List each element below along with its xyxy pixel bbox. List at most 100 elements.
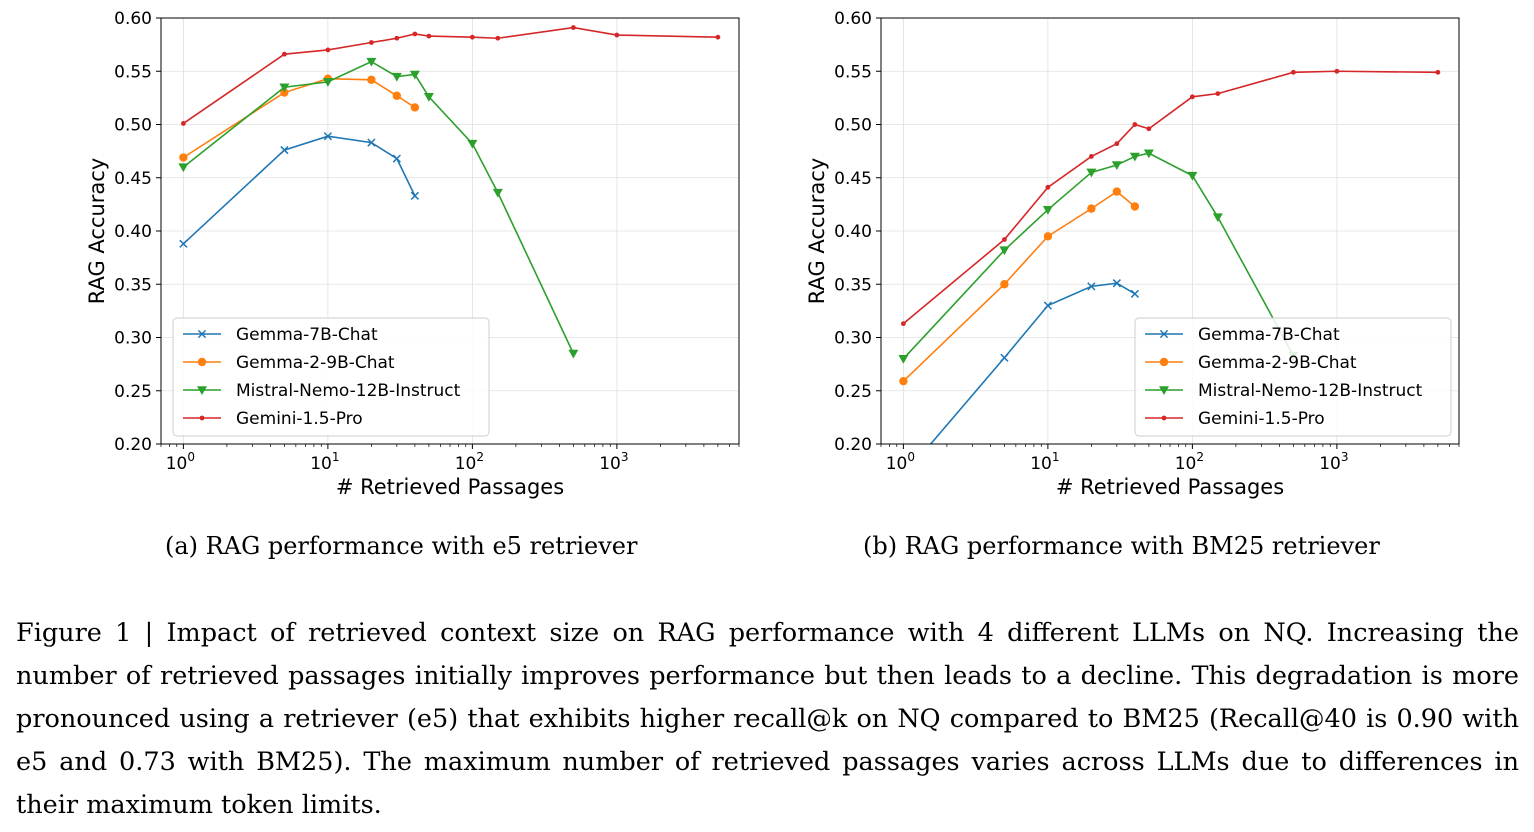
y-tick-label: 0.50 [114, 116, 152, 136]
data-point-Gemini-1.5-Pro [368, 40, 374, 45]
legend-marker-Mistral-Nemo-12B-Instruct [197, 386, 207, 395]
data-point-Mistral-Nemo-12B-Instruct [1187, 171, 1198, 181]
chart-bm25-retriever: 0.20 0.25 0.30 0.35 0.40 0.45 0.50 0.55 0.60 100 1… [805, 9, 1460, 499]
y-tick-label: 0.60 [114, 9, 152, 29]
data-point-Mistral-Nemo-12B-Instruct [322, 78, 333, 87]
data-point-Mistral-Nemo-12B-Instruct [409, 70, 420, 80]
data-point-Gemma-7B-Chat [323, 132, 333, 141]
chart-e5-retriever: 0.20 0.25 0.30 0.35 0.40 0.45 0.50 0.55 0.60 100 1… [85, 9, 740, 499]
legend-marker-Gemma-7B-Chat [1159, 329, 1169, 339]
data-point-Gemma-7B-Chat-stroke-2 [1087, 282, 1096, 291]
data-point-Gemini-1.5-Pro [1132, 122, 1138, 127]
y-tick-label: 0.40 [834, 222, 872, 242]
y-tick-label: 0.35 [114, 275, 152, 295]
legend-label-Gemini-1.5-Pro: Gemini-1.5-Pro [1198, 409, 1325, 429]
data-point-Gemma-7B-Chat-stroke-2 [1000, 353, 1009, 362]
x-axis-label: # Retrieved Passages [1056, 475, 1284, 499]
x-tick-label: 103 [599, 450, 628, 474]
legend-label-Gemma-7B-Chat: Gemma-7B-Chat [236, 325, 378, 345]
legend-box [172, 317, 490, 437]
legend-marker-Gemma-7B-Chat [197, 329, 207, 339]
x-tick-label: 103 [1319, 450, 1348, 474]
data-point-Gemini-1.5-Pro [715, 34, 721, 40]
data-point-Gemini-1.5-Pro [412, 31, 418, 37]
legend-label-Gemma-2-9B-Chat: Gemma-2-9B-Chat [1198, 353, 1357, 373]
data-point-Gemma-7B-Chat-stroke-2 [280, 145, 289, 155]
data-point-Mistral-Nemo-12B-Instruct [279, 83, 290, 93]
data-point-Gemma-7B-Chat-stroke-2 [1043, 301, 1053, 310]
data-point-Mistral-Nemo-12B-Instruct [423, 93, 434, 102]
data-point-Gemma-2-9B-Chat [899, 376, 908, 386]
y-tick-label: 0.60 [834, 9, 872, 29]
data-point-Mistral-Nemo-12B-Instruct [1111, 161, 1122, 170]
legend-marker-Gemma-2-9B-Chat [197, 357, 207, 367]
data-point-Gemini-1.5-Pro [281, 51, 287, 57]
data-point-Gemini-1.5-Pro [1001, 237, 1007, 242]
data-point-Gemma-2-9B-Chat [179, 153, 188, 162]
plot-area [898, 68, 1441, 444]
data-point-Mistral-Nemo-12B-Instruct [178, 163, 189, 173]
plot-frame [160, 17, 740, 445]
x-axis-label: # Retrieved Passages [336, 475, 564, 499]
y-tick-label: 0.40 [114, 222, 152, 242]
data-point-Gemini-1.5-Pro [180, 121, 186, 126]
data-point-Gemma-7B-Chat-stroke-2 [367, 138, 376, 147]
y-tick-label: 0.55 [834, 62, 872, 82]
y-tick-label: 0.25 [834, 382, 872, 402]
data-point-Mistral-Nemo-12B-Instruct [568, 349, 579, 359]
data-point-Gemini-1.5-Pro [1114, 141, 1120, 147]
y-tick-label: 0.20 [834, 435, 872, 455]
subcaption-b: (b) RAG performance with BM25 retriever [863, 532, 1380, 560]
data-point-Gemini-1.5-Pro [1435, 69, 1441, 75]
x-tick-label: 101 [310, 450, 339, 474]
data-point-Gemma-2-9B-Chat [367, 75, 376, 84]
data-point-Mistral-Nemo-12B-Instruct [1042, 205, 1053, 215]
legend: Gemma-7B-Chat Gemma-2-9B-Chat Mistral-Nemo… [172, 317, 490, 437]
x-tick-label: 100 [166, 450, 195, 474]
y-tick-label: 0.35 [834, 275, 872, 295]
legend-label-Mistral-Nemo-12B-Instruct: Mistral-Nemo-12B-Instruct [1198, 381, 1423, 401]
plot-area [178, 25, 721, 359]
data-point-Gemma-7B-Chat [1130, 289, 1140, 298]
y-tick-label: 0.30 [834, 329, 872, 349]
y-tick-label: 0.45 [114, 169, 152, 189]
data-point-Gemini-1.5-Pro [1189, 94, 1195, 100]
data-point-Mistral-Nemo-12B-Instruct [898, 355, 909, 364]
x-tick-label: 102 [1175, 450, 1204, 474]
data-point-Gemini-1.5-Pro [1334, 68, 1340, 74]
data-point-Gemma-7B-Chat [392, 154, 401, 163]
data-point-Gemma-7B-Chat [179, 239, 188, 248]
series-line-Gemini-1.5-Pro [902, 70, 1438, 325]
data-point-Mistral-Nemo-12B-Instruct [999, 246, 1010, 256]
legend-marker-Gemini-1.5-Pro [1161, 415, 1167, 421]
series-line-Gemma-7B-Chat [182, 135, 416, 245]
data-point-Gemini-1.5-Pro [325, 47, 331, 53]
legend-label-Mistral-Nemo-12B-Instruct: Mistral-Nemo-12B-Instruct [236, 381, 461, 401]
data-point-Gemma-2-9B-Chat [280, 88, 289, 97]
subcaption-a: (a) RAG performance with e5 retriever [165, 532, 638, 560]
data-point-Gemini-1.5-Pro [614, 32, 620, 38]
data-point-Gemma-7B-Chat [1087, 282, 1096, 291]
data-point-Gemma-2-9B-Chat [392, 91, 402, 100]
y-tick-label: 0.55 [114, 62, 152, 82]
data-point-Mistral-Nemo-12B-Instruct [366, 57, 377, 67]
data-point-Mistral-Nemo-12B-Instruct [492, 188, 503, 198]
y-axis-label: RAG Accuracy [805, 158, 829, 305]
data-point-Gemma-7B-Chat [280, 145, 289, 155]
data-point-Gemini-1.5-Pro [394, 35, 400, 41]
data-point-Mistral-Nemo-12B-Instruct [1129, 152, 1140, 162]
y-tick-label: 0.30 [114, 329, 152, 349]
legend-label-Gemma-7B-Chat: Gemma-7B-Chat [1198, 325, 1340, 345]
data-point-Gemma-2-9B-Chat [1043, 232, 1053, 241]
data-point-Mistral-Nemo-12B-Instruct [467, 139, 478, 149]
data-point-Gemma-7B-Chat-stroke-2 [1112, 279, 1121, 288]
data-point-Gemini-1.5-Pro [1088, 154, 1094, 159]
legend-box [1134, 317, 1452, 437]
series-line-Gemma-2-9B-Chat [902, 190, 1136, 382]
data-point-Gemma-2-9B-Chat [1112, 187, 1122, 196]
data-point-Gemma-7B-Chat [410, 191, 420, 200]
y-tick-label: 0.20 [114, 435, 152, 455]
data-point-Gemma-2-9B-Chat [1130, 202, 1140, 211]
legend-label-Gemma-2-9B-Chat: Gemma-2-9B-Chat [236, 353, 395, 373]
y-axis-label: RAG Accuracy [85, 158, 109, 305]
